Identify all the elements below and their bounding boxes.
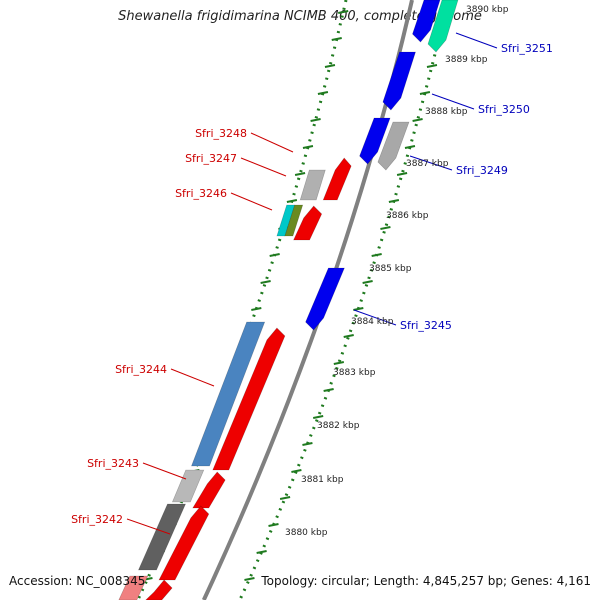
gene-bar-sfri-3244 xyxy=(191,321,266,467)
tick-mark xyxy=(251,307,262,311)
tick-mark xyxy=(279,496,291,500)
kbp-label: 3882 kbp xyxy=(317,421,360,431)
inner-tick-ring xyxy=(136,0,348,600)
label-sfri-3246: Sfri_3246 xyxy=(175,187,227,200)
gene-bar-sfri-3251 xyxy=(427,0,459,53)
gene-bar-sfri-3243 xyxy=(171,469,205,503)
label-sfri-3244-leader xyxy=(170,368,215,387)
kbp-label: 3881 kbp xyxy=(301,475,344,485)
label-sfri-3245: Sfri_3245 xyxy=(400,319,452,332)
kbp-label: 3884 kbp xyxy=(351,317,394,327)
gene-bar-forward xyxy=(192,471,226,509)
tick-mark xyxy=(324,64,336,68)
gene-bar-sfri-3245 xyxy=(305,267,345,331)
kbp-label: 3883 kbp xyxy=(333,368,376,378)
label-sfri-3247: Sfri_3247 xyxy=(185,152,237,165)
label-sfri-3249: Sfri_3249 xyxy=(456,164,508,177)
gene-bar-forward xyxy=(293,205,323,241)
label-sfri-3244: Sfri_3244 xyxy=(115,363,167,376)
tick-mark xyxy=(412,118,423,122)
tick-mark xyxy=(317,91,329,95)
tick-mark xyxy=(362,280,373,284)
tick-mark xyxy=(269,253,280,257)
label-sfri-3249-leader xyxy=(409,155,453,171)
tick-mark xyxy=(371,253,382,257)
gene-bar-forward xyxy=(212,327,286,471)
tick-mark xyxy=(396,172,408,176)
gene-features xyxy=(118,0,459,600)
tick-mark xyxy=(268,523,279,527)
tick-mark xyxy=(286,199,298,203)
kbp-label: 3889 kbp xyxy=(445,55,488,65)
tick-mark xyxy=(302,145,314,149)
tick-mark xyxy=(312,415,324,419)
tick-mark xyxy=(291,469,302,473)
label-sfri-3247-leader xyxy=(240,157,287,177)
gene-bar-partial xyxy=(118,575,149,600)
tick-mark xyxy=(353,307,364,311)
tick-mark xyxy=(331,37,342,41)
gene-bar-sfri-3242 xyxy=(138,503,186,571)
gene-bar-sfri-3246b xyxy=(284,204,304,237)
kbp-label: 3890 kbp xyxy=(466,5,509,15)
gene-bar-reverse xyxy=(359,117,391,165)
tick-mark xyxy=(323,388,334,392)
kbp-label: 3885 kbp xyxy=(369,264,412,274)
gene-bar-sfri-3250 xyxy=(382,51,416,111)
map-title: Shewanella frigidimarina NCIMB 400, comp… xyxy=(118,9,482,24)
tick-mark xyxy=(333,361,345,365)
label-sfri-3248-leader xyxy=(250,132,294,153)
label-sfri-3248: Sfri_3248 xyxy=(195,127,247,140)
label-sfri-3251: Sfri_3251 xyxy=(501,42,553,55)
tick-mark xyxy=(404,145,416,149)
gene-bar-forward xyxy=(145,579,173,600)
tick-mark xyxy=(260,280,271,284)
backbone-line xyxy=(201,0,414,600)
label-sfri-3251-leader xyxy=(455,32,498,49)
accession-text: Accession: NC_008345 xyxy=(9,574,146,588)
tick-mark xyxy=(343,334,354,338)
tick-mark xyxy=(388,199,400,203)
tick-mark xyxy=(310,118,321,122)
gene-bar-sfri-3249 xyxy=(377,121,410,171)
label-sfri-3250-leader xyxy=(431,93,475,110)
gene-bar-sfri-3248 xyxy=(322,157,352,201)
kbp-label: 3880 kbp xyxy=(285,528,328,538)
kbp-label: 3886 kbp xyxy=(386,211,429,221)
label-sfri-3243-leader xyxy=(142,462,187,480)
label-sfri-3242-leader xyxy=(126,518,171,535)
gene-bar-reverse xyxy=(412,0,441,43)
tick-mark xyxy=(380,226,391,230)
kbp-label: 3888 kbp xyxy=(425,107,468,117)
tick-mark xyxy=(426,64,438,68)
label-sfri-3250: Sfri_3250 xyxy=(478,103,530,116)
gene-bar-forward xyxy=(158,505,210,581)
tick-mark xyxy=(419,91,431,95)
label-sfri-3246-leader xyxy=(230,192,273,211)
gene-labels: Sfri_3251 Sfri_3250 Sfri_3249 Sfri_3245 Sfri… xyxy=(71,32,553,535)
tick-mark xyxy=(338,10,349,14)
tick-mark xyxy=(302,442,313,446)
tick-mark xyxy=(256,550,267,554)
label-sfri-3243: Sfri_3243 xyxy=(87,457,139,470)
tick-mark xyxy=(294,172,306,176)
topology-text: Topology: circular; Length: 4,845,257 bp… xyxy=(261,574,591,588)
backbone xyxy=(201,0,414,600)
outer-tick-ring xyxy=(238,0,450,600)
label-sfri-3242: Sfri_3242 xyxy=(71,513,123,526)
tick-mark xyxy=(244,577,255,581)
kbp-label: 3887 kbp xyxy=(406,159,449,169)
gene-bar-sfri-3247 xyxy=(299,169,326,201)
kbp-labels: 3890 kbp 3889 kbp 3888 kbp 3887 kbp 3886 kbp… xyxy=(285,5,509,538)
label-sfri-3245-leader xyxy=(353,309,397,326)
